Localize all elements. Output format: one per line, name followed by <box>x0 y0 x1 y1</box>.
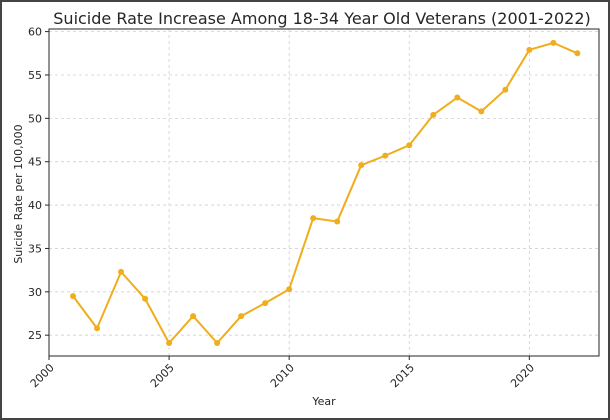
data-point <box>310 215 317 222</box>
data-point <box>550 39 557 46</box>
data-point <box>334 218 341 225</box>
y-tick-label: 30 <box>28 286 42 299</box>
x-tick-label: 2000 <box>28 361 57 390</box>
y-axis-title: Suicide Rate per 100,000 <box>12 124 25 263</box>
y-tick-label: 45 <box>28 156 42 169</box>
x-tick-label: 2015 <box>388 361 417 390</box>
data-point <box>142 295 149 302</box>
series-group <box>70 39 581 346</box>
data-point <box>574 50 581 57</box>
data-point <box>454 94 461 101</box>
data-point <box>166 339 173 346</box>
data-point <box>238 313 245 320</box>
data-point <box>118 268 125 275</box>
x-tick-label: 2005 <box>148 361 177 390</box>
data-point <box>430 111 437 118</box>
x-tick-label: 2010 <box>268 361 297 390</box>
data-point <box>478 108 485 115</box>
data-point <box>358 162 365 169</box>
data-point <box>382 152 389 159</box>
grid-lines <box>48 29 599 356</box>
y-tick-label: 55 <box>28 69 42 82</box>
data-point <box>190 313 197 320</box>
data-point <box>214 339 221 346</box>
data-point <box>406 142 413 149</box>
y-tick-label: 40 <box>28 199 42 212</box>
data-point <box>502 86 509 93</box>
plot-area <box>48 28 600 357</box>
data-point <box>70 293 77 300</box>
chart-title: Suicide Rate Increase Among 18-34 Year O… <box>53 9 590 28</box>
x-axis-title: Year <box>311 395 336 408</box>
series-line <box>72 41 578 344</box>
data-point <box>262 300 269 307</box>
data-point <box>526 46 533 53</box>
y-tick-label: 35 <box>28 242 42 255</box>
y-tick-label: 50 <box>28 112 42 125</box>
data-point <box>286 286 293 293</box>
y-tick-label: 60 <box>28 26 42 39</box>
data-point <box>94 325 101 332</box>
x-tick-label: 2020 <box>508 361 537 390</box>
y-tick-label: 25 <box>28 329 42 342</box>
